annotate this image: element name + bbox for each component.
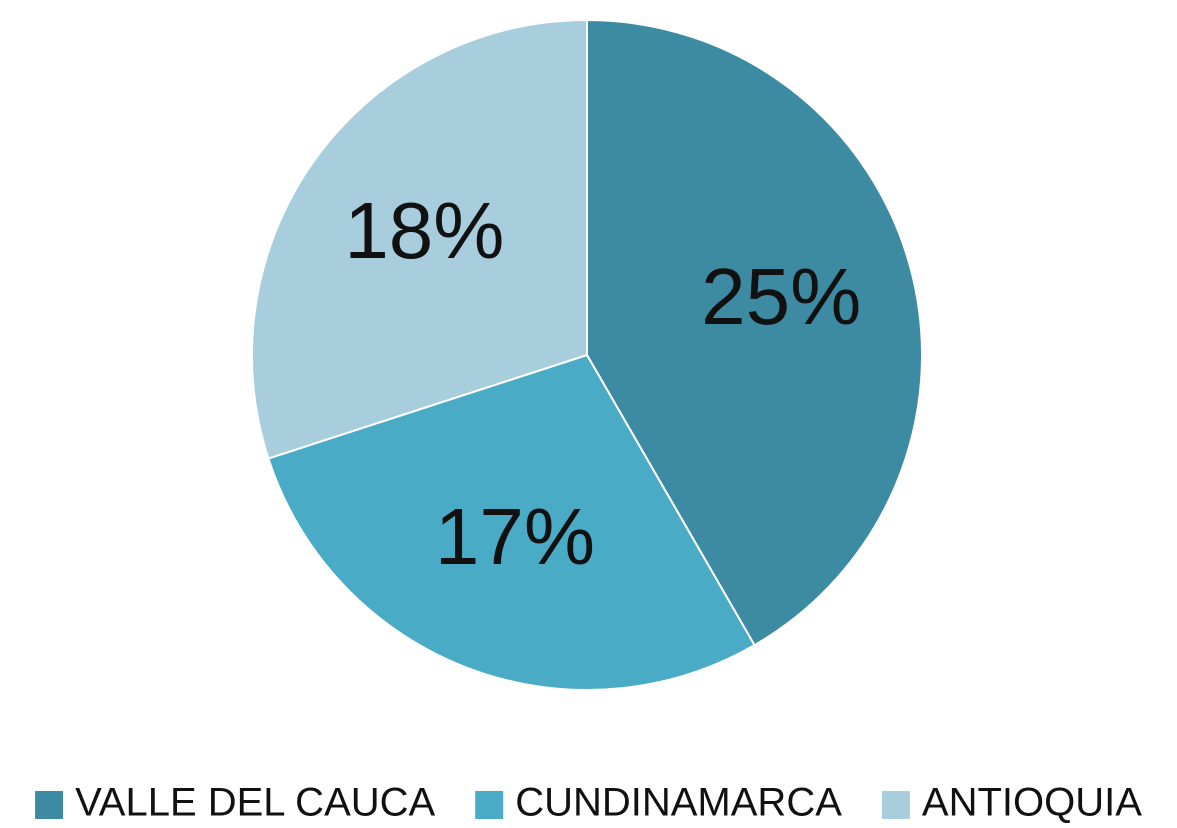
value-label: 18% (344, 186, 504, 275)
legend-label: VALLE DEL CAUCA (75, 781, 435, 825)
legend-label: ANTIOQUIA (922, 781, 1142, 825)
legend-swatch (475, 791, 504, 819)
legend-swatch (881, 791, 910, 819)
pie-slice (251, 18, 588, 460)
legend-label: CUNDINAMARCA (515, 781, 842, 825)
value-label: 17% (435, 492, 595, 581)
value-label: 25% (701, 252, 861, 341)
legend-swatch (35, 791, 64, 819)
pie-slice (586, 18, 923, 647)
pie-slice (267, 353, 756, 691)
